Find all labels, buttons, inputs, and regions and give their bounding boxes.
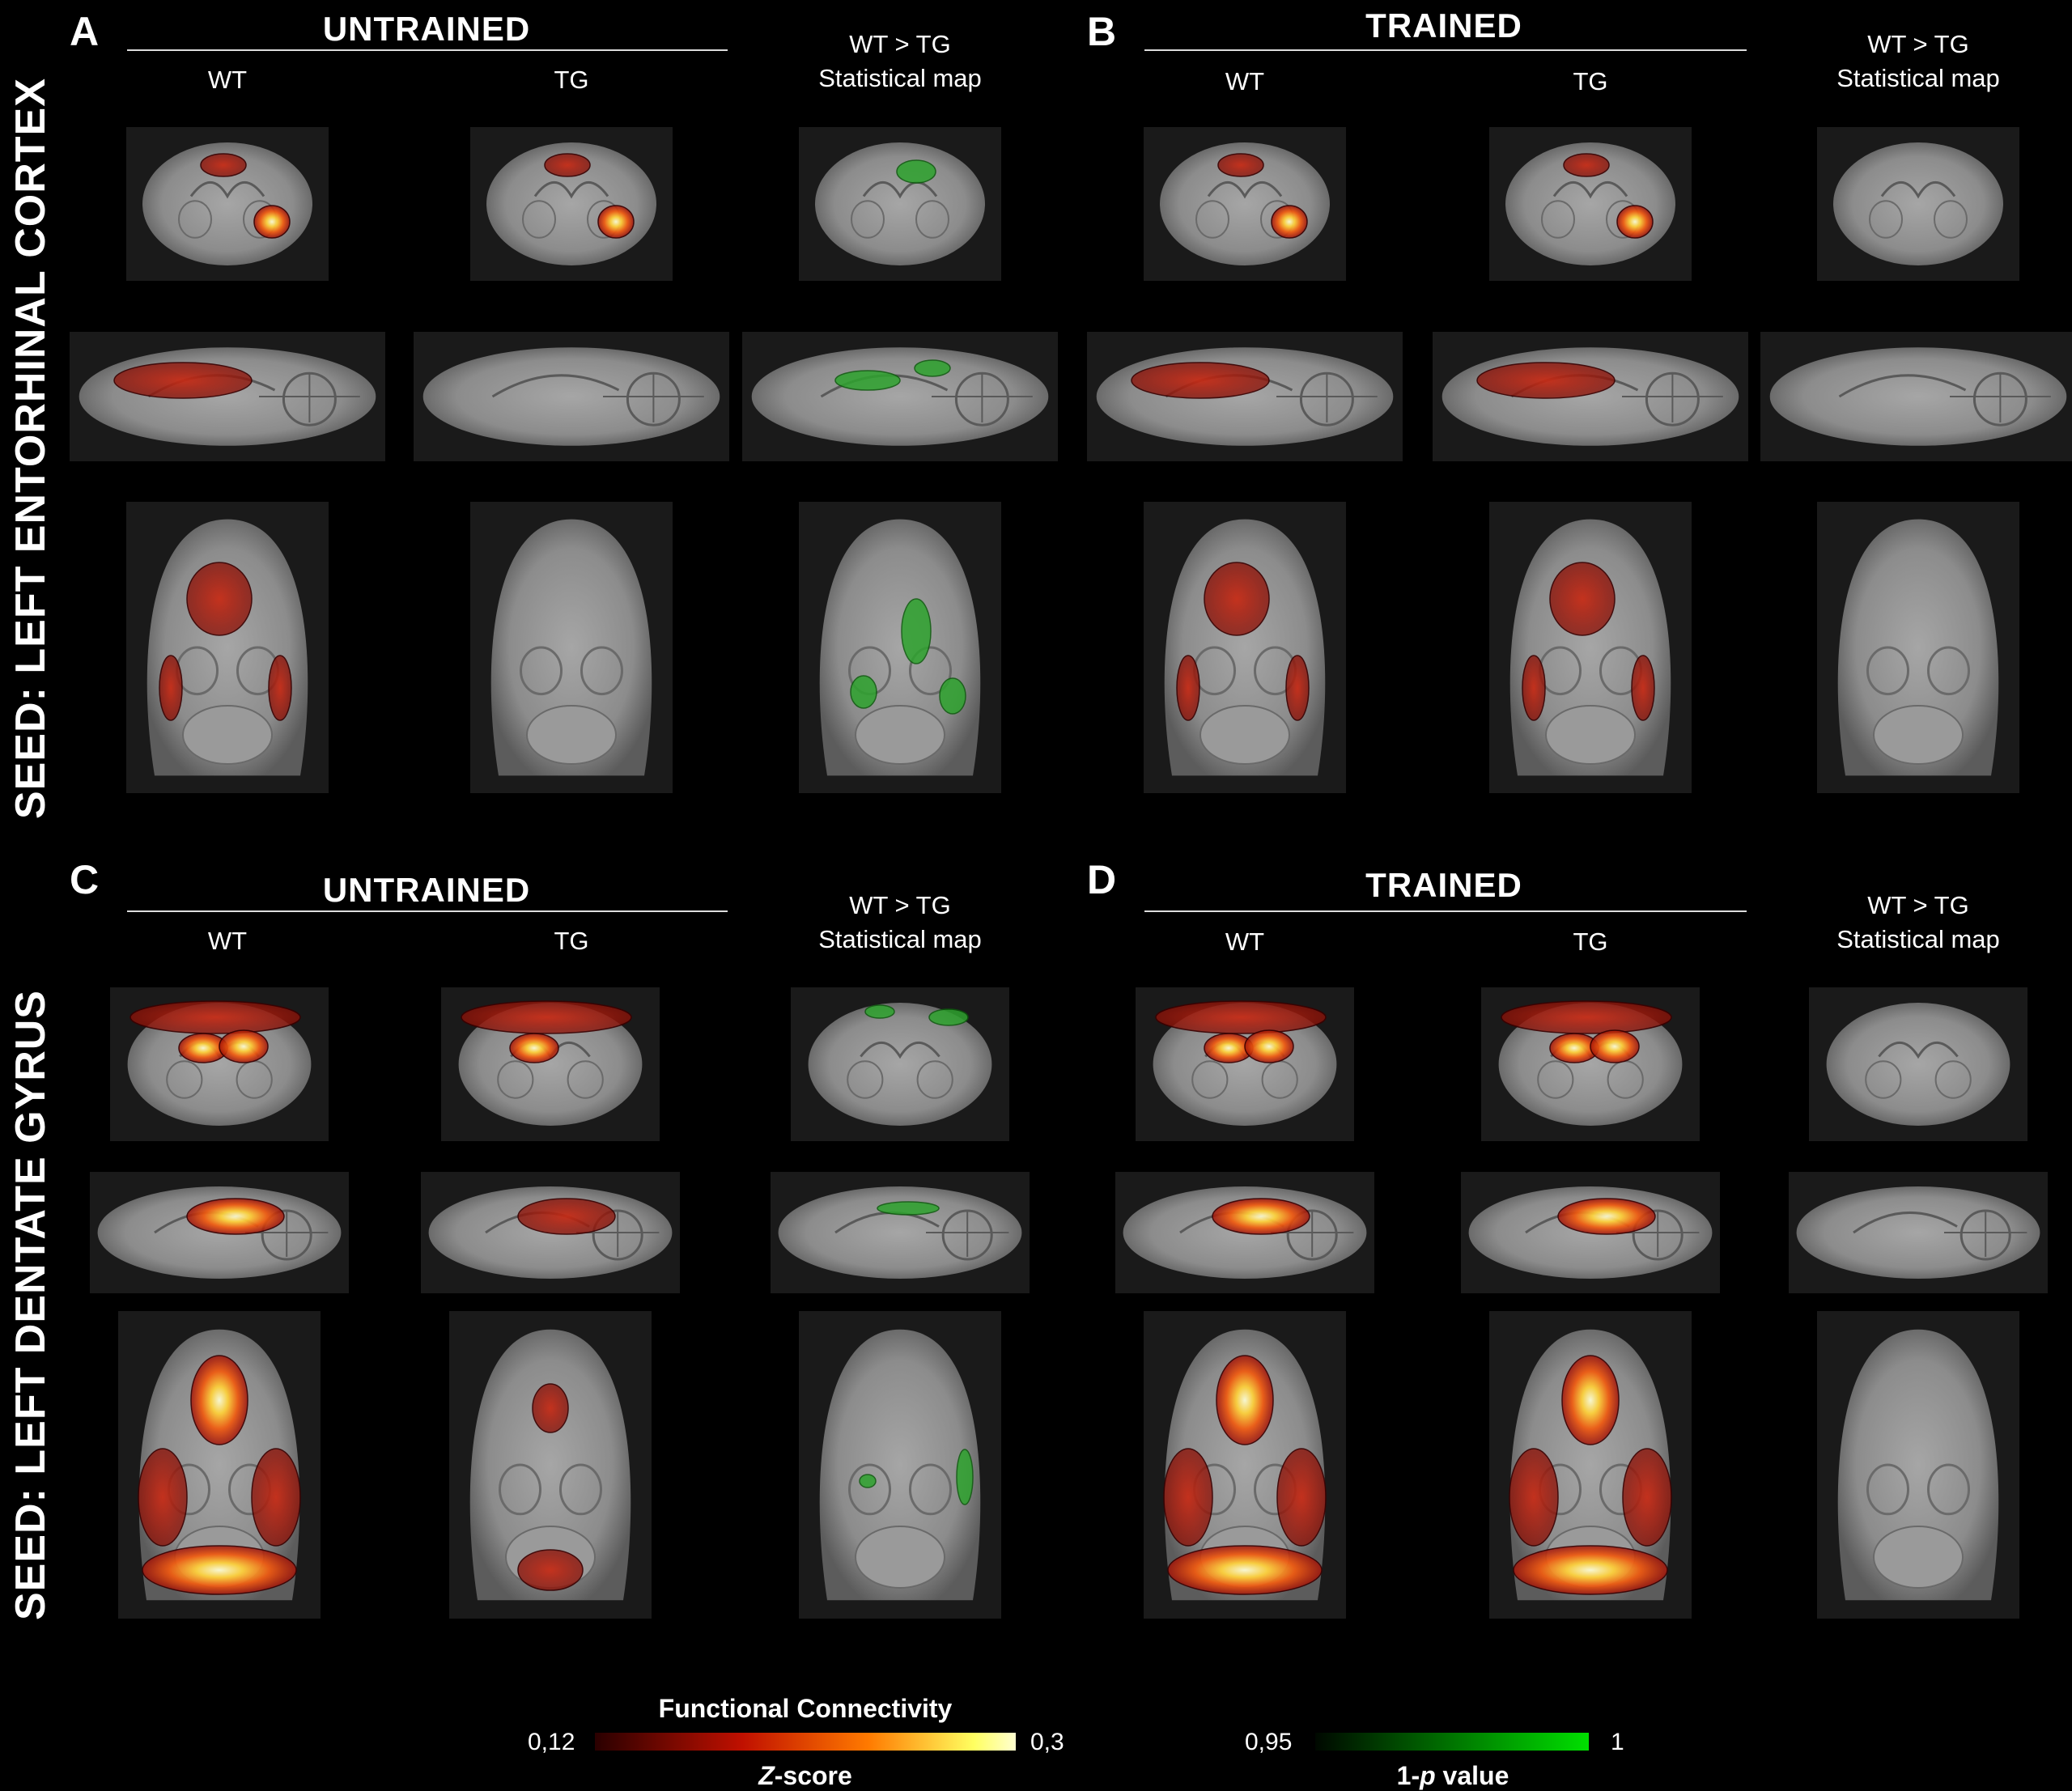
- fc-unit-post: -score: [774, 1761, 852, 1790]
- panel-letter-a: A: [70, 9, 100, 54]
- fc-unit-ital: Z: [758, 1761, 775, 1790]
- panel-a-divider: [127, 49, 728, 51]
- top-panel1-wt-ax-slice: [1144, 502, 1346, 793]
- panel-a-stat-line2: Statistical map: [818, 64, 982, 92]
- fc-colorbar: [595, 1733, 1016, 1751]
- top-panel1-stat-ax-slice: [1817, 502, 2019, 793]
- bottom-panel1-wt-cor-slice: [1136, 987, 1354, 1141]
- top-panel0-stat-sag-slice: [742, 332, 1058, 461]
- panel-b-divider: [1144, 49, 1747, 51]
- p-colorbar: [1315, 1733, 1589, 1751]
- seed-label-dentate: SEED: LEFT DENTATE GYRUS: [7, 990, 54, 1620]
- panel-b-stat-line2: Statistical map: [1836, 64, 2000, 92]
- bottom-panel0-wt-ax-slice: [118, 1311, 321, 1619]
- top-panel1-tg-ax-slice: [1489, 502, 1692, 793]
- panel-b-col-wt: WT: [1225, 67, 1265, 95]
- bottom-panel0-tg-sag-slice: [421, 1172, 680, 1293]
- panel-b-col-tg: TG: [1573, 67, 1608, 95]
- panel-a-stat-line1: WT > TG: [849, 30, 951, 58]
- bottom-panel0-wt-cor-slice: [110, 987, 329, 1141]
- panel-d-col-wt: WT: [1225, 927, 1265, 956]
- panel-c-stat-line1: WT > TG: [849, 891, 951, 919]
- panel-c-col-wt: WT: [207, 927, 248, 955]
- top-panel1-tg-cor-slice: [1489, 127, 1692, 281]
- p-unit-pre: 1-: [1396, 1761, 1420, 1790]
- top-panel1-wt-sag-slice: [1087, 332, 1403, 461]
- fc-colorbar-unit: Z-score: [758, 1761, 852, 1791]
- bottom-panel0-tg-ax-slice: [449, 1311, 652, 1619]
- top-panel1-wt-cor-slice: [1144, 127, 1346, 281]
- fc-colorbar-title: Functional Connectivity: [658, 1694, 953, 1723]
- panel-c-col-tg: TG: [554, 927, 589, 955]
- bottom-panel1-tg-cor-slice: [1481, 987, 1700, 1141]
- panel-c-group-label: UNTRAINED: [322, 871, 531, 909]
- top-panel0-stat-ax-slice: [799, 502, 1001, 793]
- bottom-panel0-wt-sag-slice: [90, 1172, 349, 1293]
- panel-letter-b: B: [1087, 9, 1117, 54]
- panel-d-group-label: TRAINED: [1365, 866, 1522, 904]
- panel-c-divider: [127, 910, 728, 912]
- panel-b-stat-line1: WT > TG: [1867, 30, 1969, 58]
- bottom-panel1-stat-sag-slice: [1789, 1172, 2048, 1293]
- panel-a-col-wt: WT: [207, 66, 248, 94]
- top-panel0-stat-cor-slice: [799, 127, 1001, 281]
- panel-d-stat-line2: Statistical map: [1836, 925, 2000, 953]
- panel-d-col-tg: TG: [1573, 927, 1608, 956]
- top-panel1-stat-sag-slice: [1760, 332, 2072, 461]
- fc-colorbar-max: 0,3: [1030, 1729, 1064, 1755]
- panel-b-group-label: TRAINED: [1365, 6, 1522, 45]
- bottom-panel1-tg-ax-slice: [1489, 1311, 1692, 1619]
- p-unit-ital: p: [1420, 1761, 1436, 1790]
- bottom-panel0-tg-cor-slice: [441, 987, 660, 1141]
- top-panel0-wt-sag-slice: [70, 332, 385, 461]
- top-panel0-tg-cor-slice: [470, 127, 673, 281]
- top-panel0-tg-sag-slice: [414, 332, 729, 461]
- panel-a-col-tg: TG: [554, 66, 589, 94]
- bottom-panel0-stat-ax-slice: [799, 1311, 1001, 1619]
- panel-c-stat-line2: Statistical map: [818, 925, 982, 953]
- bottom-panel1-wt-sag-slice: [1115, 1172, 1374, 1293]
- top-panel1-stat-cor-slice: [1817, 127, 2019, 281]
- panel-letter-d: D: [1087, 857, 1117, 902]
- p-unit-post: value: [1435, 1761, 1509, 1790]
- top-panel1-tg-sag-slice: [1433, 332, 1748, 461]
- p-colorbar-unit: 1-p value: [1397, 1761, 1509, 1791]
- panel-d-stat-line1: WT > TG: [1867, 891, 1969, 919]
- top-panel0-wt-ax-slice: [126, 502, 329, 793]
- p-colorbar-max: 1: [1611, 1729, 1624, 1755]
- panel-d-divider: [1144, 910, 1747, 912]
- bottom-panel1-stat-ax-slice: [1817, 1311, 2019, 1619]
- panel-letter-c: C: [70, 857, 100, 902]
- fc-colorbar-min: 0,12: [528, 1729, 575, 1755]
- bottom-panel1-tg-sag-slice: [1461, 1172, 1720, 1293]
- bottom-panel1-stat-cor-slice: [1809, 987, 2027, 1141]
- seed-label-entorhinal: SEED: LEFT ENTORHINAL CORTEX: [7, 78, 54, 819]
- bottom-panel1-wt-ax-slice: [1144, 1311, 1346, 1619]
- p-colorbar-min: 0,95: [1245, 1729, 1293, 1755]
- top-panel0-wt-cor-slice: [126, 127, 329, 281]
- bottom-panel0-stat-sag-slice: [771, 1172, 1030, 1293]
- top-panel0-tg-ax-slice: [470, 502, 673, 793]
- panel-a-group-label: UNTRAINED: [322, 10, 531, 48]
- bottom-panel0-stat-cor-slice: [791, 987, 1009, 1141]
